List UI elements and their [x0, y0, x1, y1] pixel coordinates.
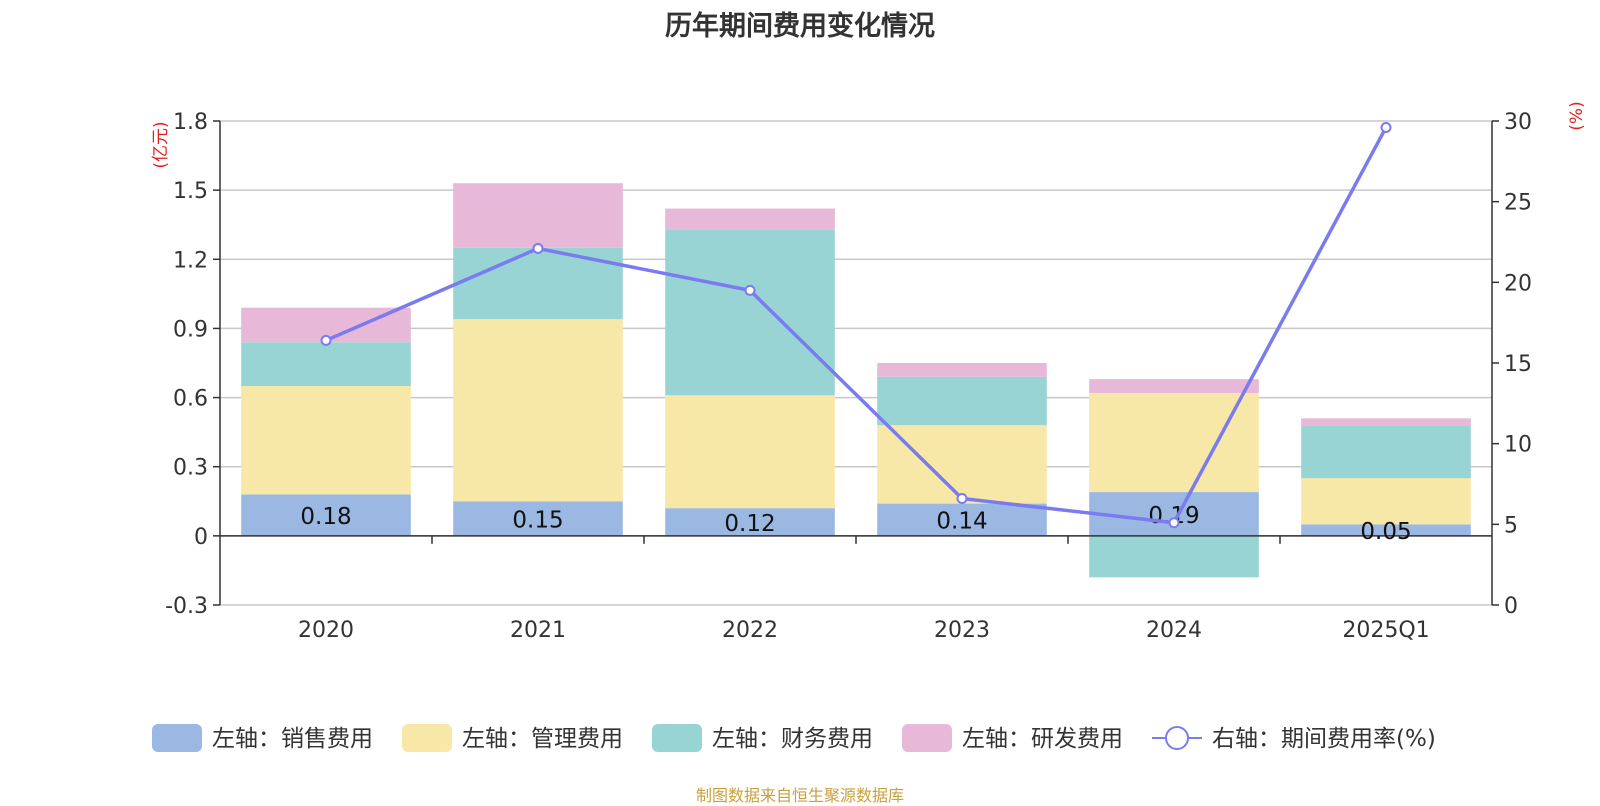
rate-line-point [1168, 517, 1180, 529]
rate-line-point [744, 284, 756, 296]
bar-s2-2023 [877, 376, 1047, 426]
legend-marker [1165, 726, 1189, 750]
legend-label: 左轴：销售费用 [212, 726, 373, 752]
bar-s1-2021 [453, 319, 623, 502]
left-tick-label: 0 [194, 525, 208, 550]
right-tick-label: 15 [1504, 352, 1532, 377]
bar-s1-2024 [1089, 392, 1259, 493]
legend-swatch [902, 724, 952, 752]
x-tick-label: 2024 [1146, 618, 1202, 643]
rate-line-point [532, 242, 544, 254]
left-tick-label: 0.6 [173, 387, 208, 412]
bar-value-label: 0.05 [1360, 519, 1411, 545]
legend-label: 左轴：管理费用 [462, 726, 623, 752]
left-axis-unit: (亿元) [151, 121, 171, 168]
bar-s3-2021 [453, 183, 623, 248]
legend-swatch [402, 724, 452, 752]
bar-s3-2022 [665, 208, 835, 230]
bar-s0-2021 [453, 501, 623, 536]
left-tick-label: -0.3 [165, 594, 208, 619]
legend-label: 左轴：研发费用 [962, 726, 1123, 752]
bar-value-label: 0.14 [936, 509, 987, 535]
right-tick-label: 10 [1504, 433, 1532, 458]
bar-s2-2020 [241, 342, 411, 387]
bar-s1-2023 [877, 425, 1047, 504]
legend-label: 右轴：期间费用率(%) [1212, 726, 1436, 752]
legend-swatch [652, 724, 702, 752]
axes: -0.3 0 0.3 0.6 0.9 1.2 1.5 1.8 0 5 10 15 20 25 30 2020 2… [151, 101, 1587, 643]
bar-s2-2024 [1089, 535, 1259, 578]
left-tick-label: 1.5 [173, 179, 208, 204]
bars [241, 183, 1471, 578]
rate-line-point [956, 493, 968, 505]
bar-s3-2025Q1 [1301, 418, 1471, 426]
chart-title: 历年期间费用变化情况 [665, 11, 935, 42]
source-note: 制图数据来自恒生聚源数据库 [695, 786, 904, 805]
right-axis-unit: (%) [1567, 101, 1587, 130]
right-tick-label: 25 [1504, 191, 1532, 216]
bar-s0-2024 [1089, 492, 1259, 536]
right-tick-label: 20 [1504, 271, 1532, 296]
legend: 左轴：销售费用 左轴：管理费用 左轴：财务费用 左轴：研发费用 右轴：期间费用率(%) [152, 724, 1436, 752]
right-tick-label: 5 [1504, 513, 1518, 538]
bar-s1-2022 [665, 395, 835, 509]
rate-line-path [325, 126, 1388, 525]
bar-s1-2025Q1 [1301, 478, 1471, 525]
left-tick-label: 0.9 [173, 317, 208, 342]
bar-s3-2023 [877, 363, 1047, 377]
left-tick-label: 1.2 [173, 248, 208, 273]
legend-swatch [152, 724, 202, 752]
bar-s0-2023 [877, 503, 1047, 536]
bar-s1-2020 [241, 386, 411, 495]
bar-value-label: 0.15 [512, 508, 563, 534]
bar-s0-2025Q1 [1301, 524, 1471, 536]
x-tick-label: 2025Q1 [1342, 618, 1429, 643]
bar-value-label: 0.12 [724, 511, 775, 537]
legend-label: 左轴：财务费用 [712, 726, 873, 752]
x-tick-label: 2021 [510, 618, 566, 643]
bar-s0-2020 [241, 494, 411, 536]
bar-s0-2022 [665, 508, 835, 536]
x-tick-label: 2022 [722, 618, 778, 643]
right-tick-label: 30 [1504, 110, 1532, 135]
left-tick-label: 0.3 [173, 456, 208, 481]
x-tick-label: 2023 [934, 618, 990, 643]
bar-s3-2024 [1089, 379, 1259, 393]
x-tick-label: 2020 [298, 618, 354, 643]
left-tick-label: 1.8 [173, 110, 208, 135]
bar-s2-2022 [665, 229, 835, 396]
rate-line-point [320, 334, 332, 346]
right-tick-label: 0 [1504, 594, 1518, 619]
bar-value-label: 0.18 [300, 504, 351, 530]
bar-s2-2025Q1 [1301, 425, 1471, 479]
rate-line-point [1380, 121, 1392, 133]
rate-line [320, 121, 1392, 529]
